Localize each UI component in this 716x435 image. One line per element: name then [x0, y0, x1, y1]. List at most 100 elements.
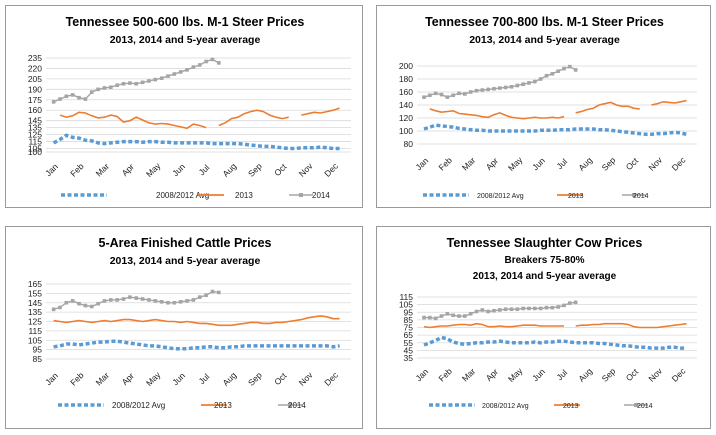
legend-marker [299, 193, 303, 197]
x-tick-label: Jun [170, 161, 187, 178]
x-tick-label: Mar [460, 366, 478, 384]
y-tick-label: 125 [28, 317, 42, 327]
series-marker [102, 299, 107, 303]
series-marker [451, 313, 455, 318]
x-tick-label: Sep [246, 161, 264, 179]
series-marker [204, 293, 208, 298]
legend-marker [288, 403, 292, 407]
series-marker [70, 299, 75, 303]
series-2013 [429, 99, 687, 120]
y-tick-label: 140 [399, 100, 413, 110]
series-marker [134, 81, 139, 86]
series-marker [533, 79, 537, 84]
series-marker [474, 88, 479, 93]
x-tick-label: Jul [197, 371, 212, 386]
x-tick-label: Dec [322, 369, 340, 387]
chart-panel-slaughter-cow: Tennessee Slaughter Cow Prices Breakers 7… [376, 226, 711, 429]
series-marker [480, 308, 485, 312]
x-tick-label: Dec [322, 160, 340, 178]
chart-subtitle: 2013, 2014 and 5-year average [110, 255, 261, 267]
series-marker [422, 315, 426, 320]
series-2013 [53, 315, 340, 327]
series-marker [197, 63, 202, 67]
series-line [218, 109, 289, 127]
series-marker [147, 298, 151, 302]
y-tick-label: 160 [28, 105, 42, 115]
y-tick-label: 155 [28, 288, 42, 298]
x-tick-label: Dec [670, 154, 688, 172]
y-tick-label: 75 [404, 323, 414, 333]
series-line [52, 133, 340, 151]
series-line [423, 322, 564, 329]
series-2014 [51, 57, 221, 104]
series-marker [147, 79, 151, 83]
series-marker [568, 301, 572, 305]
series-marker [503, 85, 508, 90]
chart-subtitle: 2013, 2014 and 5-year average [469, 34, 620, 46]
series-marker [172, 300, 177, 305]
series-marker [178, 70, 183, 74]
series-marker [210, 289, 215, 294]
y-tick-label: 85 [33, 354, 43, 364]
series-marker [451, 93, 455, 98]
series-marker [433, 316, 438, 321]
x-tick-label: Jul [554, 156, 569, 171]
series-marker [538, 77, 543, 81]
series-marker [428, 315, 432, 320]
y-tick-label: 100 [28, 147, 42, 157]
x-tick-label: Oct [624, 366, 641, 383]
series-marker [457, 91, 461, 96]
series-marker [562, 66, 566, 71]
series-marker [134, 296, 139, 300]
legend-label: 2013 [568, 193, 584, 200]
series-marker [550, 72, 555, 76]
legend-label: 2014 [633, 193, 649, 200]
series-marker [64, 300, 69, 305]
series-marker [503, 307, 508, 311]
x-tick-label: Sep [246, 370, 264, 388]
chart-steer-500-600: Tennessee 500-600 lbs. M-1 Steer Prices 2… [28, 15, 351, 200]
series-marker [204, 59, 208, 64]
x-tick-label: May [144, 369, 163, 388]
series-marker [498, 308, 502, 312]
x-tick-label: Feb [436, 155, 454, 173]
y-tick-label: 165 [28, 279, 42, 289]
series-marker [51, 100, 56, 104]
series-marker [486, 309, 490, 314]
x-tick-label: Oct [272, 161, 289, 178]
series-line [575, 101, 640, 114]
x-tick-label: Jun [170, 370, 187, 387]
x-tick-label: Aug [221, 161, 239, 179]
y-tick-label: 180 [399, 74, 413, 84]
y-tick-label: 80 [404, 139, 414, 149]
y-tick-label: 55 [404, 338, 414, 348]
y-tick-label: 190 [28, 84, 42, 94]
series-marker [498, 86, 502, 90]
series-marker [185, 299, 189, 303]
x-tick-label: Aug [576, 366, 594, 384]
series-2008-2012-avg [53, 339, 340, 351]
series-marker [544, 73, 549, 78]
series-marker [515, 83, 520, 88]
legend-label: 2008/2012 Avg [477, 193, 524, 200]
series-marker [562, 303, 566, 308]
x-tick-label: Jan [413, 155, 430, 172]
y-tick-label: 160 [399, 87, 413, 97]
series-marker [515, 307, 520, 311]
series-line [53, 339, 340, 351]
series-2014 [422, 64, 578, 99]
y-tick-label: 100 [399, 126, 413, 136]
x-tick-label: Dec [670, 365, 688, 383]
series-line [651, 99, 687, 106]
series-marker [191, 65, 196, 69]
series-line [301, 107, 340, 116]
legend-label: 2014 [312, 191, 330, 200]
x-tick-label: Apr [484, 367, 501, 384]
x-tick-label: Oct [624, 155, 641, 172]
series-marker [480, 88, 485, 92]
chart-panel-5-area-finished: 5-Area Finished Cattle Prices 2013, 2014 … [5, 226, 363, 429]
series-marker [96, 87, 100, 92]
series-line [59, 111, 207, 130]
series-marker [58, 305, 62, 310]
series-marker [538, 306, 543, 311]
